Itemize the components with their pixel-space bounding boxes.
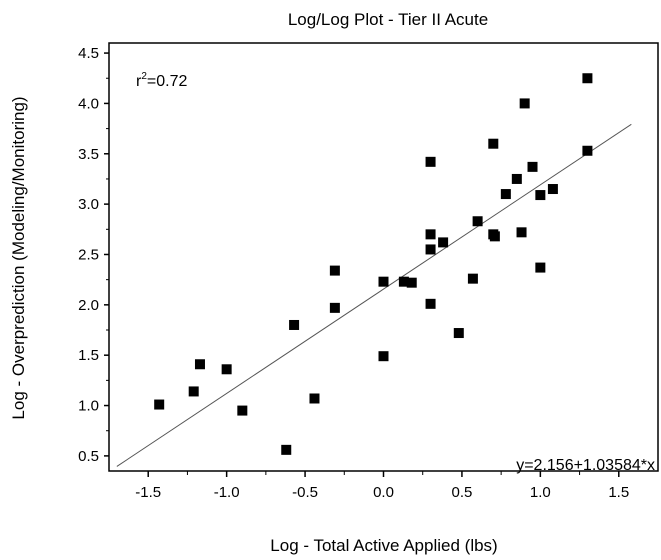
data-point bbox=[154, 399, 165, 410]
data-point bbox=[221, 364, 232, 375]
data-point bbox=[425, 244, 436, 255]
data-point bbox=[425, 229, 436, 240]
data-point bbox=[489, 231, 500, 242]
data-point bbox=[425, 156, 436, 167]
data-point bbox=[500, 189, 511, 200]
x-tick-label: -1.0 bbox=[214, 484, 240, 501]
y-tick-label: 2.5 bbox=[78, 246, 99, 263]
data-point bbox=[281, 444, 292, 455]
data-point bbox=[527, 161, 538, 172]
data-point bbox=[378, 276, 389, 287]
x-tick-label: 0.0 bbox=[373, 484, 394, 501]
data-point bbox=[488, 138, 499, 149]
plot-frame bbox=[108, 42, 659, 472]
data-point bbox=[438, 237, 449, 248]
x-tick-label: -0.5 bbox=[292, 484, 318, 501]
data-point bbox=[516, 227, 527, 238]
y-tick-label: 0.5 bbox=[78, 448, 99, 465]
x-tick-label: 0.5 bbox=[451, 484, 472, 501]
r-squared-superscript: 2 bbox=[141, 71, 147, 82]
y-tick-label: 4.5 bbox=[78, 45, 99, 62]
data-point bbox=[547, 184, 558, 195]
y-tick-label: 3.0 bbox=[78, 196, 99, 213]
y-tick-label: 4.0 bbox=[78, 95, 99, 112]
r-squared-symbol: r bbox=[136, 73, 142, 90]
regression-equation: y=2.156+1.03584*x bbox=[516, 457, 655, 474]
y-tick-label: 2.0 bbox=[78, 297, 99, 314]
r-squared-value: =0.72 bbox=[147, 73, 188, 90]
x-axis-label: Log - Total Active Applied (lbs) bbox=[270, 536, 497, 555]
data-point bbox=[472, 216, 483, 227]
data-point bbox=[535, 190, 546, 201]
x-axis: -1.5 -1.0 -0.5 0.0 0.5 1.0 1.5 bbox=[135, 471, 629, 501]
data-point bbox=[582, 145, 593, 156]
y-tick-label: 1.0 bbox=[78, 398, 99, 415]
data-point bbox=[535, 262, 546, 273]
data-point bbox=[309, 393, 320, 404]
y-tick-label: 1.5 bbox=[78, 347, 99, 364]
x-tick-label: 1.0 bbox=[530, 484, 551, 501]
y-axis-label: Log - Overprediction (Modeling/Monitorin… bbox=[9, 96, 28, 419]
r-squared-label: r2=0.72 bbox=[136, 71, 187, 90]
data-point bbox=[329, 302, 340, 313]
data-point bbox=[329, 265, 340, 276]
regression-line bbox=[116, 123, 632, 467]
data-point bbox=[453, 328, 464, 339]
x-tick-label: 1.5 bbox=[608, 484, 629, 501]
data-point bbox=[194, 359, 205, 370]
x-tick-label: -1.5 bbox=[135, 484, 161, 501]
data-point bbox=[406, 277, 417, 288]
data-point bbox=[519, 98, 530, 109]
data-point bbox=[425, 298, 436, 309]
data-point bbox=[511, 173, 522, 184]
data-point bbox=[188, 386, 199, 397]
data-point bbox=[378, 351, 389, 362]
chart-title: Log/Log Plot - Tier II Acute bbox=[288, 10, 488, 29]
y-axis: 0.5 1.0 1.5 2.0 2.5 3.0 3.5 4.0 4.5 bbox=[78, 45, 109, 465]
data-point bbox=[582, 73, 593, 84]
data-point bbox=[467, 273, 478, 284]
data-point bbox=[289, 319, 300, 330]
y-tick-label: 3.5 bbox=[78, 146, 99, 163]
data-point bbox=[398, 276, 409, 287]
data-points bbox=[154, 73, 593, 455]
data-point bbox=[237, 405, 248, 416]
